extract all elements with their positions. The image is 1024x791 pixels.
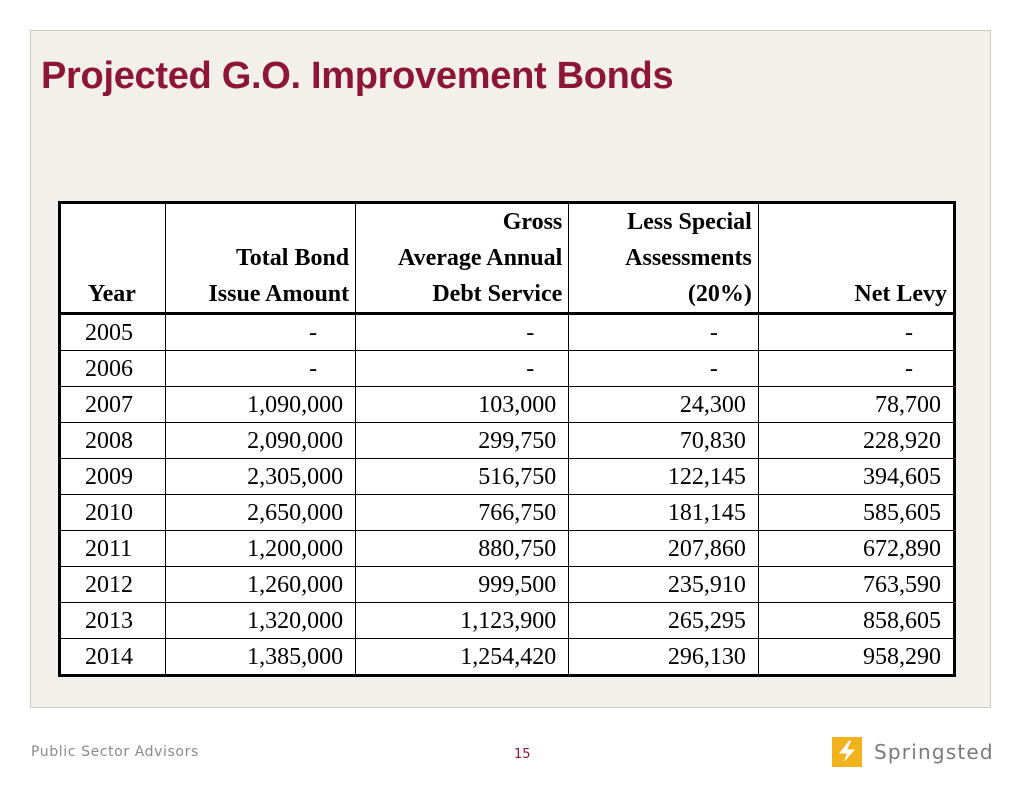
- cell-less-special: 265,295: [568, 602, 759, 639]
- cell-gross-debt-service: 880,750: [355, 530, 570, 567]
- table-row: 2013 1,320,000 1,123,900 265,295 858,605: [59, 602, 956, 639]
- cell-year: 2014: [59, 638, 166, 676]
- cell-net-levy: 763,590: [757, 566, 956, 603]
- header-line: (20%): [687, 281, 752, 307]
- table-row: 2008 2,090,000 299,750 70,830 228,920: [59, 422, 956, 459]
- bonds-table: Year Total Bond Issue Amount Gross Avera…: [58, 201, 956, 677]
- header-gross-debt-service: Gross Average Annual Debt Service: [355, 202, 570, 315]
- cell-less-special: 70,830: [568, 422, 759, 459]
- cell-total-bond: 2,305,000: [164, 458, 357, 495]
- table-row: 2007 1,090,000 103,000 24,300 78,700: [59, 386, 956, 423]
- table-row: 2012 1,260,000 999,500 235,910 763,590: [59, 566, 956, 603]
- cell-gross-debt-service: 1,123,900: [355, 602, 570, 639]
- cell-year: 2009: [59, 458, 166, 495]
- header-line: Average Annual: [398, 245, 563, 271]
- cell-year: 2011: [59, 530, 166, 567]
- cell-less-special: 235,910: [568, 566, 759, 603]
- header-net-levy: Net Levy: [757, 202, 956, 315]
- cell-year: 2010: [59, 494, 166, 531]
- cell-net-levy: -: [757, 313, 956, 351]
- header-row: Year Total Bond Issue Amount Gross Avera…: [59, 202, 956, 315]
- table-row: 2011 1,200,000 880,750 207,860 672,890: [59, 530, 956, 567]
- cell-gross-debt-service: 1,254,420: [355, 638, 570, 676]
- springsted-logo: Springsted: [832, 736, 994, 768]
- cell-total-bond: 1,200,000: [164, 530, 357, 567]
- cell-net-levy: 672,890: [757, 530, 956, 567]
- cell-year: 2012: [59, 566, 166, 603]
- lightning-bolt-icon: [832, 737, 862, 767]
- header-less-special-assessments: Less Special Assessments (20%): [568, 202, 759, 315]
- header-line: Assessments: [625, 245, 752, 271]
- page-number: 15: [514, 747, 531, 762]
- cell-gross-debt-service: 516,750: [355, 458, 570, 495]
- cell-gross-debt-service: 299,750: [355, 422, 570, 459]
- cell-gross-debt-service: -: [355, 350, 570, 387]
- cell-less-special: -: [568, 313, 759, 351]
- cell-total-bond: 2,090,000: [164, 422, 357, 459]
- cell-gross-debt-service: 766,750: [355, 494, 570, 531]
- cell-year: 2007: [59, 386, 166, 423]
- cell-total-bond: 1,320,000: [164, 602, 357, 639]
- cell-year: 2006: [59, 350, 166, 387]
- table-row: 2006 - - - -: [59, 350, 956, 387]
- cell-total-bond: 1,385,000: [164, 638, 357, 676]
- cell-gross-debt-service: -: [355, 313, 570, 351]
- header-line: Gross: [502, 209, 563, 235]
- cell-less-special: 181,145: [568, 494, 759, 531]
- cell-less-special: 24,300: [568, 386, 759, 423]
- cell-year: 2013: [59, 602, 166, 639]
- cell-total-bond: -: [164, 350, 357, 387]
- cell-net-levy: 585,605: [757, 494, 956, 531]
- table-row: 2014 1,385,000 1,254,420 296,130 958,290: [59, 638, 956, 676]
- cell-gross-debt-service: 103,000: [355, 386, 570, 423]
- slide-title: Projected G.O. Improvement Bonds: [41, 55, 674, 97]
- header-line: Debt Service: [432, 281, 563, 307]
- table-body: 2005 - - - - 2006 - - - - 2007 1,090,000…: [59, 313, 956, 676]
- cell-net-levy: 78,700: [757, 386, 956, 423]
- cell-less-special: -: [568, 350, 759, 387]
- header-year: Year: [59, 202, 166, 315]
- table-row: 2010 2,650,000 766,750 181,145 585,605: [59, 494, 956, 531]
- cell-gross-debt-service: 999,500: [355, 566, 570, 603]
- header-total-bond: Total Bond Issue Amount: [164, 202, 357, 315]
- table-row: 2009 2,305,000 516,750 122,145 394,605: [59, 458, 956, 495]
- cell-less-special: 207,860: [568, 530, 759, 567]
- header-line: Total Bond: [235, 245, 350, 271]
- cell-net-levy: -: [757, 350, 956, 387]
- footer-tagline: Public Sector Advisors: [31, 744, 199, 760]
- cell-net-levy: 858,605: [757, 602, 956, 639]
- cell-year: 2008: [59, 422, 166, 459]
- logo-text: Springsted: [874, 740, 994, 764]
- table-header: Year Total Bond Issue Amount Gross Avera…: [59, 202, 956, 315]
- slide-panel: Projected G.O. Improvement Bonds Year To…: [30, 30, 991, 708]
- cell-net-levy: 228,920: [757, 422, 956, 459]
- cell-net-levy: 394,605: [757, 458, 956, 495]
- header-line: Less Special: [627, 209, 752, 235]
- header-line: Issue Amount: [208, 281, 350, 307]
- cell-total-bond: 2,650,000: [164, 494, 357, 531]
- header-year-line: Year: [87, 281, 136, 307]
- cell-total-bond: 1,090,000: [164, 386, 357, 423]
- cell-less-special: 122,145: [568, 458, 759, 495]
- table-row: 2005 - - - -: [59, 313, 956, 351]
- header-line: Net Levy: [854, 281, 947, 307]
- cell-net-levy: 958,290: [757, 638, 956, 676]
- cell-total-bond: -: [164, 313, 357, 351]
- cell-less-special: 296,130: [568, 638, 759, 676]
- cell-year: 2005: [59, 313, 166, 351]
- cell-total-bond: 1,260,000: [164, 566, 357, 603]
